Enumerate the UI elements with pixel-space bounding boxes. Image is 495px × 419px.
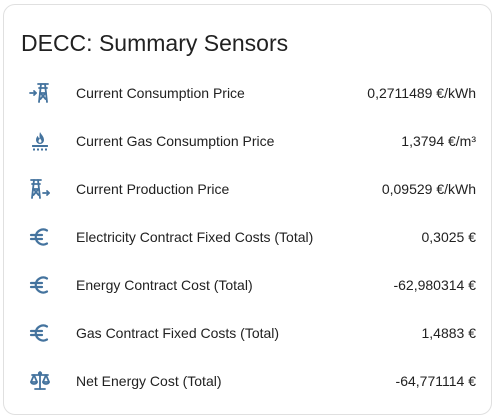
entity-label: Gas Contract Fixed Costs (Total) [76,325,280,341]
entity-row-current-production-price[interactable]: Current Production Price 0,09529 €/kWh [4,165,491,213]
entity-row-current-consumption-price[interactable]: Current Consumption Price 0,2711489 €/kW… [4,69,491,117]
entity-label: Current Consumption Price [76,85,245,101]
entity-value: -62,980314 € [393,277,476,293]
entity-row-energy-contract-cost[interactable]: Energy Contract Cost (Total) -62,980314 … [4,261,491,309]
entity-value: 1,4883 € [421,325,477,341]
entity-value: 0,3025 € [421,229,477,245]
currency-eur-icon [28,273,52,297]
entity-label: Net Energy Cost (Total) [76,373,222,389]
entity-row-electricity-contract-fixed-costs[interactable]: Electricity Contract Fixed Costs (Total)… [4,213,491,261]
entity-value: 0,2711489 €/kWh [367,85,476,101]
transmission-tower-export-icon [28,177,52,201]
entity-row-gas-contract-fixed-costs[interactable]: Gas Contract Fixed Costs (Total) 1,4883 … [4,309,491,357]
scale-balance-icon [28,369,52,393]
entity-row-current-gas-consumption-price[interactable]: Current Gas Consumption Price 1,3794 €/m… [4,117,491,165]
entity-row-net-energy-cost[interactable]: Net Energy Cost (Total) -64,771114 € [4,357,491,405]
card-title: DECC: Summary Sensors [21,30,289,56]
entity-value: 0,09529 €/kWh [381,181,476,197]
entity-value: 1,3794 €/m³ [401,133,476,149]
gas-burner-icon [28,129,52,153]
transmission-tower-import-icon [28,81,52,105]
entity-rows: Current Consumption Price 0,2711489 €/kW… [4,69,491,405]
entity-label: Electricity Contract Fixed Costs (Total) [76,229,314,245]
entity-label: Current Gas Consumption Price [76,133,275,149]
currency-eur-icon [28,321,52,345]
entity-label: Current Production Price [76,181,230,197]
entity-label: Energy Contract Cost (Total) [76,277,253,293]
entities-card: DECC: Summary Sensors Current Consumptio… [3,4,492,415]
entity-value: -64,771114 € [395,373,476,389]
currency-eur-icon [28,225,52,249]
